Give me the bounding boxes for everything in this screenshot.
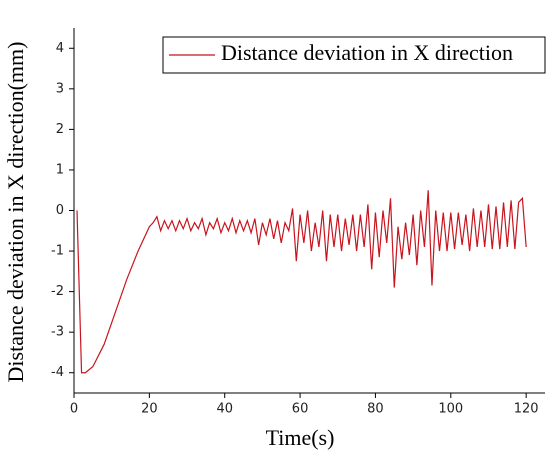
x-tick-label: 100: [438, 402, 463, 417]
y-tick-label: -1: [51, 244, 64, 259]
x-tick-label: 20: [141, 402, 158, 417]
y-tick-label: -2: [51, 284, 64, 299]
y-tick-label: -4: [51, 365, 64, 380]
x-tick-label: 120: [514, 402, 539, 417]
legend-label: Distance deviation in X direction: [221, 40, 513, 65]
y-axis-label: Distance deviation in X direction(mm): [3, 42, 28, 383]
y-tick-label: 2: [56, 122, 64, 137]
x-axis-label: Time(s): [266, 425, 335, 450]
x-tick-label: 80: [367, 402, 384, 417]
x-tick-label: 60: [292, 402, 309, 417]
x-tick-label: 40: [216, 402, 233, 417]
y-tick-label: 1: [56, 162, 64, 177]
y-tick-label: 4: [56, 41, 64, 56]
y-tick-label: 0: [56, 203, 64, 218]
data-line: [76, 190, 527, 374]
y-tick-label: -3: [51, 325, 64, 340]
y-tick-label: 3: [56, 81, 64, 96]
x-tick-label: 0: [70, 402, 78, 417]
legend-box: [162, 36, 546, 74]
